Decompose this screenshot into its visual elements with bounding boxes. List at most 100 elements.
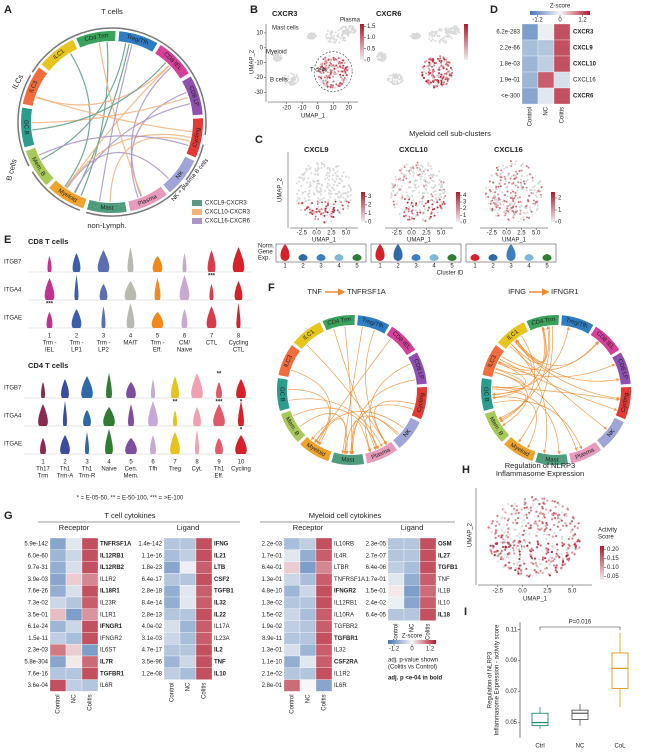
segment-label: NK xyxy=(175,170,185,180)
heatmap-cell xyxy=(299,585,317,598)
cell-point xyxy=(554,505,557,509)
cell-point xyxy=(396,192,399,195)
cell-point xyxy=(420,170,423,173)
gene-label: TNFRSF1A xyxy=(100,541,132,547)
cell-point xyxy=(390,192,393,195)
p-value: 4.8e-10 xyxy=(262,589,283,595)
heatmap-cell xyxy=(283,667,301,680)
cell-point xyxy=(318,71,321,74)
colorbar-label: -1.2 xyxy=(389,647,400,653)
category-label: Trm - xyxy=(69,341,83,347)
heatmap-cell xyxy=(49,655,67,668)
segment-label: Cycling xyxy=(192,127,201,147)
colorbar-label: 2 xyxy=(463,206,467,212)
violin xyxy=(447,254,457,261)
cell-point xyxy=(338,61,341,64)
cell-point xyxy=(331,85,334,88)
heatmap-cell xyxy=(163,644,181,657)
gene-label: IL10 xyxy=(438,600,450,606)
cell-point xyxy=(321,198,324,201)
category-label: Trm-A xyxy=(57,474,73,480)
cell-point xyxy=(393,80,396,83)
cell-point xyxy=(499,558,503,561)
cell-point xyxy=(494,204,497,207)
cell-point xyxy=(335,64,338,67)
cell-point xyxy=(329,205,332,208)
cell-point xyxy=(441,65,444,68)
x-tick-label: 2.5 xyxy=(327,231,336,237)
cluster-id: 2 xyxy=(491,264,495,270)
cell-point xyxy=(495,198,498,201)
cell-point xyxy=(522,500,526,503)
cell-point xyxy=(509,191,512,194)
chord xyxy=(492,388,561,455)
cell-point xyxy=(501,171,504,174)
panel-title: Regulation of NLRP3 xyxy=(505,461,575,470)
cell-point xyxy=(328,37,331,40)
y-tick-label: 0 xyxy=(260,45,264,51)
heatmap-cell xyxy=(299,608,317,621)
cell-point xyxy=(525,189,528,192)
cell-point xyxy=(411,195,414,198)
cell-point xyxy=(336,184,339,187)
cell-point xyxy=(332,208,335,211)
cell-point xyxy=(515,546,518,549)
cell-point xyxy=(556,543,559,546)
cell-point xyxy=(415,214,418,217)
heatmap-cell xyxy=(299,537,317,550)
cell-point xyxy=(506,190,509,193)
category-label: 1 xyxy=(41,460,45,466)
cell-point xyxy=(309,166,312,169)
gene-label: LTB xyxy=(214,565,226,571)
cell-point xyxy=(295,74,298,77)
cell-point xyxy=(505,204,508,207)
heatmap-cell xyxy=(521,71,539,89)
cell-point xyxy=(492,545,495,548)
cell-point xyxy=(431,65,434,68)
receptor-label: TNFRSF1A xyxy=(347,287,386,296)
heatmap-cell xyxy=(553,55,571,73)
cell-point xyxy=(541,556,545,559)
cell-point xyxy=(515,504,518,508)
cell-point xyxy=(541,521,544,524)
cell-point xyxy=(340,201,343,204)
cell-point xyxy=(305,213,308,216)
x-tick-label: -2.5 xyxy=(493,589,504,595)
cell-point xyxy=(525,180,528,183)
cell-point xyxy=(403,166,406,169)
violin xyxy=(298,254,308,261)
cell-point xyxy=(499,182,502,185)
cell-point xyxy=(456,27,459,30)
cell-point xyxy=(309,183,312,186)
cell-point xyxy=(574,545,577,548)
cell-point xyxy=(485,186,488,189)
cell-point xyxy=(388,78,391,81)
column-label: Control xyxy=(394,624,400,643)
cell-point xyxy=(322,58,325,61)
cell-point xyxy=(522,559,525,562)
gene-label: ITGAE xyxy=(4,316,22,322)
cell-point xyxy=(533,557,537,560)
violin xyxy=(84,432,90,454)
heatmap-cell xyxy=(81,585,99,598)
cell-point xyxy=(554,512,558,515)
cell-point xyxy=(337,29,340,32)
cell-point xyxy=(516,544,520,548)
heatmap-cell xyxy=(65,632,83,645)
category-label: Eff. xyxy=(153,348,162,354)
cell-point xyxy=(534,498,537,501)
cell-point xyxy=(339,178,342,181)
cell-point xyxy=(444,194,447,197)
block-title: CD8 T cells xyxy=(28,237,68,246)
colorbar xyxy=(551,192,555,222)
heatmap-cell xyxy=(81,596,99,609)
cell-point xyxy=(273,58,276,61)
cell-point xyxy=(286,77,289,80)
cell-point xyxy=(576,540,579,543)
cell-point xyxy=(522,519,526,522)
gene-label: IL18R1 xyxy=(100,589,120,595)
cell-point xyxy=(316,169,319,172)
heatmap-cell xyxy=(163,596,181,609)
ring-segment xyxy=(484,410,510,442)
cell-point xyxy=(399,169,402,172)
